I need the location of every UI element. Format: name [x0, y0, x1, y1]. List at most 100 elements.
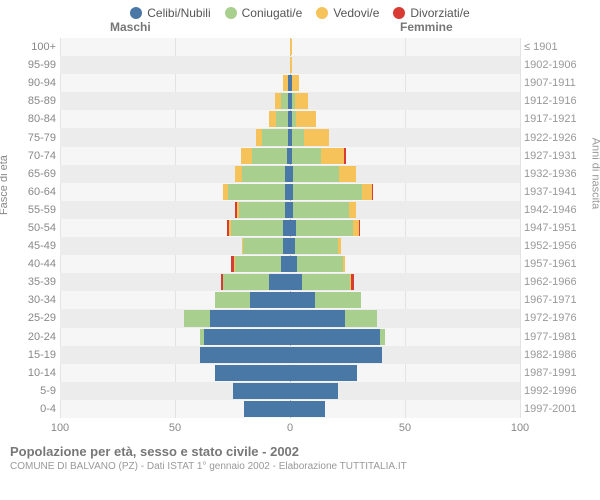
- bar-segment: [302, 274, 350, 290]
- bar-segment: [228, 184, 286, 200]
- bar-segment: [242, 166, 286, 182]
- male-bar: [60, 401, 290, 417]
- female-bar: [290, 383, 520, 399]
- bar-segment: [297, 256, 343, 272]
- bar-segment: [223, 274, 269, 290]
- chart-subtitle: COMUNE DI BALVANO (PZ) - Dati ISTAT 1° g…: [10, 461, 590, 472]
- female-bar: [290, 347, 520, 363]
- age-label: 75-79: [12, 132, 56, 144]
- male-bar: [60, 39, 290, 55]
- birth-label: 1987-1991: [524, 367, 588, 379]
- age-label: 50-54: [12, 222, 56, 234]
- age-label: 5-9: [12, 385, 56, 397]
- bar-segment: [215, 292, 250, 308]
- bar-segment: [351, 274, 354, 290]
- age-label: 10-14: [12, 367, 56, 379]
- bar-segment: [215, 365, 290, 381]
- male-bar: [60, 274, 290, 290]
- legend-swatch: [393, 7, 405, 19]
- birth-label: 1972-1976: [524, 312, 588, 324]
- age-label: 95-99: [12, 59, 56, 71]
- female-bar: [290, 292, 520, 308]
- x-tick: 50: [399, 422, 411, 434]
- birth-labels: ≤ 19011902-19061907-19111912-19161917-19…: [520, 38, 592, 418]
- male-bar: [60, 365, 290, 381]
- female-bar: [290, 238, 520, 254]
- age-label: 65-69: [12, 168, 56, 180]
- bar-segment: [290, 383, 338, 399]
- bar-segment: [304, 129, 329, 145]
- male-bar: [60, 57, 290, 73]
- legend-swatch: [130, 7, 142, 19]
- birth-label: 1927-1931: [524, 150, 588, 162]
- bar-segment: [290, 310, 345, 326]
- age-label: 100+: [12, 41, 56, 53]
- age-label: 25-29: [12, 312, 56, 324]
- female-bar: [290, 202, 520, 218]
- bar-segment: [241, 148, 253, 164]
- age-label: 85-89: [12, 95, 56, 107]
- bar-segment: [233, 383, 291, 399]
- bar-segment: [250, 292, 290, 308]
- legend-item: Vedovi/e: [316, 6, 379, 20]
- bar-segment: [204, 329, 290, 345]
- bar-segment: [276, 111, 288, 127]
- legend-item: Celibi/Nubili: [130, 6, 210, 20]
- legend-swatch: [225, 7, 237, 19]
- birth-label: 1947-1951: [524, 222, 588, 234]
- bar-segment: [262, 129, 287, 145]
- x-tick: 50: [169, 422, 181, 434]
- x-tick: 100: [51, 422, 69, 434]
- bar-segment: [339, 166, 355, 182]
- bar-segment: [343, 256, 345, 272]
- birth-label: 1922-1926: [524, 132, 588, 144]
- bar-segment: [295, 93, 309, 109]
- bar-segment: [244, 401, 290, 417]
- bar-segment: [380, 329, 386, 345]
- birth-label: 1962-1966: [524, 276, 588, 288]
- female-bar: [290, 401, 520, 417]
- birth-label: 1977-1981: [524, 331, 588, 343]
- female-bar: [290, 129, 520, 145]
- pyramid-chart: Fasce di età Anni di nascita 100+95-9990…: [8, 38, 592, 440]
- male-bar: [60, 166, 290, 182]
- female-title: Femmine: [400, 20, 453, 34]
- birth-label: 1912-1916: [524, 95, 588, 107]
- male-title: Maschi: [110, 20, 151, 34]
- chart-title: Popolazione per età, sesso e stato civil…: [10, 444, 590, 459]
- female-bar: [290, 93, 520, 109]
- birth-label: 1907-1911: [524, 77, 588, 89]
- bar-segment: [296, 111, 317, 127]
- birth-label: ≤ 1901: [524, 41, 588, 53]
- bar-segment: [293, 202, 348, 218]
- female-bar: [290, 111, 520, 127]
- age-label: 35-39: [12, 276, 56, 288]
- birth-label: 1952-1956: [524, 240, 588, 252]
- bar-segment: [269, 274, 290, 290]
- x-tick: 100: [511, 422, 529, 434]
- bar-segment: [243, 238, 283, 254]
- birth-label: 1997-2001: [524, 403, 588, 415]
- birth-label: 1942-1946: [524, 204, 588, 216]
- age-label: 55-59: [12, 204, 56, 216]
- female-bar: [290, 75, 520, 91]
- bar-segment: [210, 310, 291, 326]
- male-bar: [60, 93, 290, 109]
- female-bar: [290, 57, 520, 73]
- bar-segment: [290, 57, 292, 73]
- age-label: 80-84: [12, 113, 56, 125]
- male-bar: [60, 310, 290, 326]
- bar-segment: [269, 111, 276, 127]
- birth-label: 1967-1971: [524, 294, 588, 306]
- bar-segment: [345, 310, 377, 326]
- legend: Celibi/NubiliConiugati/eVedovi/eDivorzia…: [0, 0, 600, 20]
- legend-item: Divorziati/e: [393, 6, 469, 20]
- birth-label: 1982-1986: [524, 349, 588, 361]
- age-label: 0-4: [12, 403, 56, 415]
- bar-segment: [290, 274, 302, 290]
- male-bar: [60, 220, 290, 236]
- male-bar: [60, 184, 290, 200]
- female-bar: [290, 365, 520, 381]
- bar-segment: [256, 129, 263, 145]
- plot-area: [60, 38, 520, 418]
